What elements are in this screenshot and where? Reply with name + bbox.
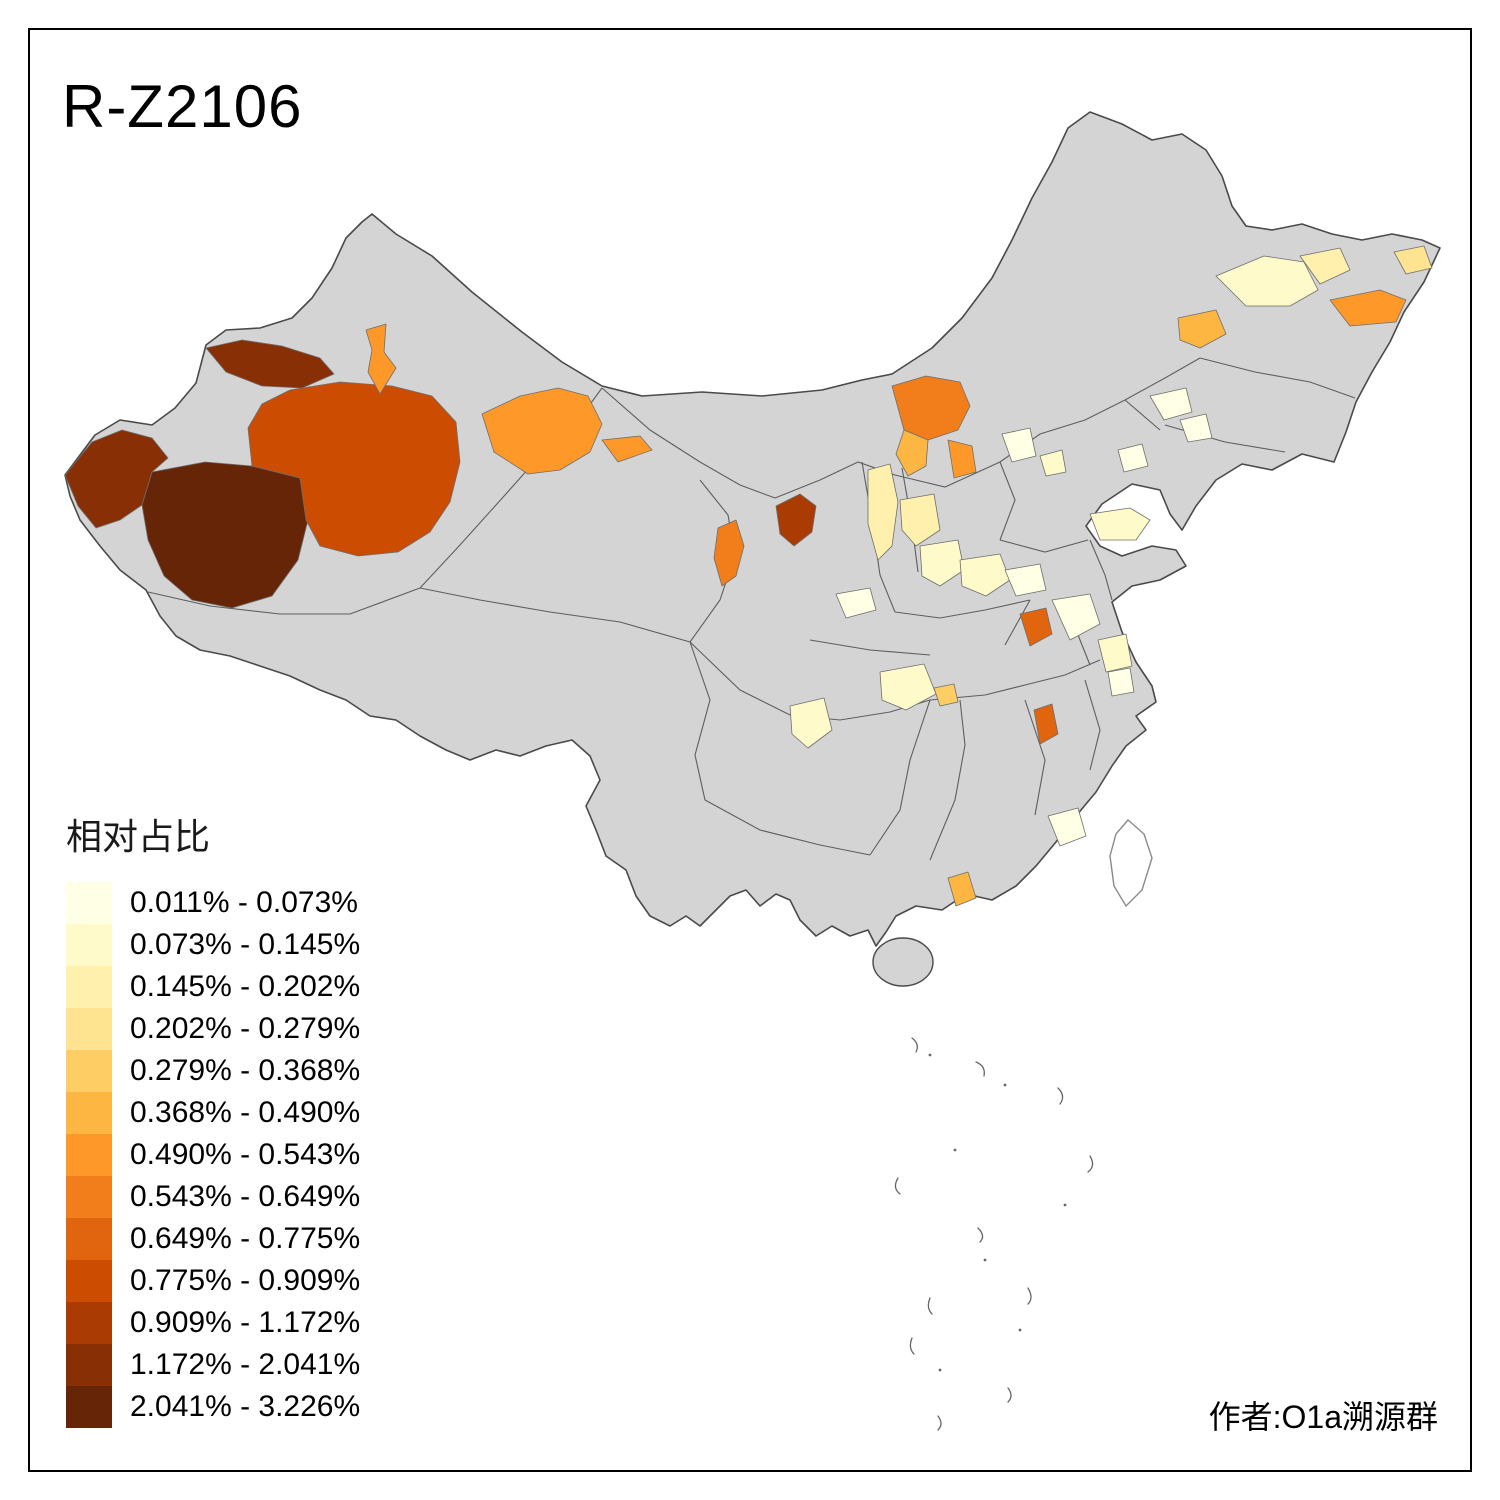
legend-label: 2.041% - 3.226%: [130, 1390, 361, 1423]
legend-rows: 0.011% - 0.073% 0.073% - 0.145% 0.145% - 0…: [66, 882, 446, 1428]
map-region: [64, 429, 169, 529]
legend-swatch: [66, 1260, 112, 1302]
map-region: [1097, 633, 1133, 673]
map-region: [1033, 703, 1059, 745]
legend-row: 0.279% - 0.368%: [66, 1050, 446, 1092]
legend: 相对占比 0.011% - 0.073% 0.073% - 0.145% 0.145…: [66, 808, 446, 1428]
legend-swatch: [66, 1302, 112, 1344]
legend-row: 0.490% - 0.543%: [66, 1134, 446, 1176]
china-mainland: [64, 111, 1441, 947]
legend-row: 0.649% - 0.775%: [66, 1218, 446, 1260]
legend-swatch: [66, 1218, 112, 1260]
map-region: [1039, 449, 1067, 477]
map-region: [205, 339, 335, 389]
legend-row: 0.011% - 0.073%: [66, 882, 446, 924]
map-region: [899, 493, 941, 547]
choropleth-regions: [64, 245, 1433, 907]
legend-swatch: [66, 1134, 112, 1176]
legend-swatch: [66, 1344, 112, 1386]
map-region: [835, 587, 877, 619]
legend-row: 1.172% - 2.041%: [66, 1344, 446, 1386]
legend-label: 0.368% - 0.490%: [130, 1096, 361, 1129]
map-region: [789, 697, 833, 749]
legend-swatch: [66, 924, 112, 966]
map-region: [879, 663, 937, 711]
legend-row: 2.041% - 3.226%: [66, 1386, 446, 1428]
legend-label: 0.543% - 0.649%: [130, 1180, 361, 1213]
legend-label: 1.172% - 2.041%: [130, 1348, 361, 1381]
legend-label: 0.649% - 0.775%: [130, 1222, 361, 1255]
legend-label: 0.775% - 0.909%: [130, 1264, 361, 1297]
map-region: [1329, 289, 1407, 327]
legend-swatch: [66, 1050, 112, 1092]
legend-label: 0.145% - 0.202%: [130, 970, 361, 1003]
legend-label: 0.073% - 0.145%: [130, 928, 361, 961]
map-region: [867, 463, 899, 561]
map-region: [933, 683, 959, 707]
map-region: [1107, 667, 1135, 697]
legend-swatch: [66, 966, 112, 1008]
map-region: [1393, 245, 1433, 275]
map-region: [1215, 255, 1319, 307]
author-credit: 作者:O1a溯源群: [1208, 1399, 1438, 1435]
legend-title: 相对占比: [66, 816, 211, 857]
legend-swatch: [66, 882, 112, 924]
legend-row: 0.543% - 0.649%: [66, 1176, 446, 1218]
map-region: [713, 519, 745, 587]
legend-swatch: [66, 1092, 112, 1134]
map-region: [1179, 413, 1213, 443]
south-china-sea-dashes: [894, 1037, 1094, 1431]
map-region: [919, 539, 965, 587]
map-region: [775, 493, 817, 547]
hainan-island: [872, 937, 934, 987]
map-region: [247, 381, 461, 557]
legend-row: 0.909% - 1.172%: [66, 1302, 446, 1344]
map-region: [947, 871, 977, 907]
map-region: [481, 387, 603, 475]
legend-label: 0.909% - 1.172%: [130, 1306, 361, 1339]
map-region: [1047, 807, 1087, 847]
map-region: [1299, 247, 1351, 285]
south-china-sea-islets: [928, 1053, 1067, 1372]
legend-row: 0.775% - 0.909%: [66, 1260, 446, 1302]
map-region: [1089, 507, 1151, 541]
map-region: [1177, 309, 1227, 349]
taiwan-island: [1109, 819, 1153, 908]
map-region: [1149, 387, 1193, 421]
map-region: [1001, 427, 1037, 463]
map-region: [365, 323, 397, 395]
map-region: [1117, 443, 1149, 473]
legend-swatch: [66, 1176, 112, 1218]
map-region: [1051, 593, 1101, 641]
legend-label: 0.202% - 0.279%: [130, 1012, 361, 1045]
legend-label: 0.279% - 0.368%: [130, 1054, 361, 1087]
map-region: [601, 435, 653, 463]
legend-label: 0.490% - 0.543%: [130, 1138, 361, 1171]
map-region: [1004, 563, 1047, 597]
map-region: [1019, 607, 1053, 647]
legend-row: 0.073% - 0.145%: [66, 924, 446, 966]
legend-swatch: [66, 1386, 112, 1428]
map-region: [895, 429, 929, 477]
map-region: [959, 553, 1011, 597]
map-region: [947, 439, 977, 479]
page-title: R-Z2106: [62, 73, 303, 140]
legend-row: 0.202% - 0.279%: [66, 1008, 446, 1050]
legend-label: 0.011% - 0.073%: [130, 886, 358, 919]
legend-swatch: [66, 1008, 112, 1050]
legend-row: 0.368% - 0.490%: [66, 1092, 446, 1134]
legend-row: 0.145% - 0.202%: [66, 966, 446, 1008]
